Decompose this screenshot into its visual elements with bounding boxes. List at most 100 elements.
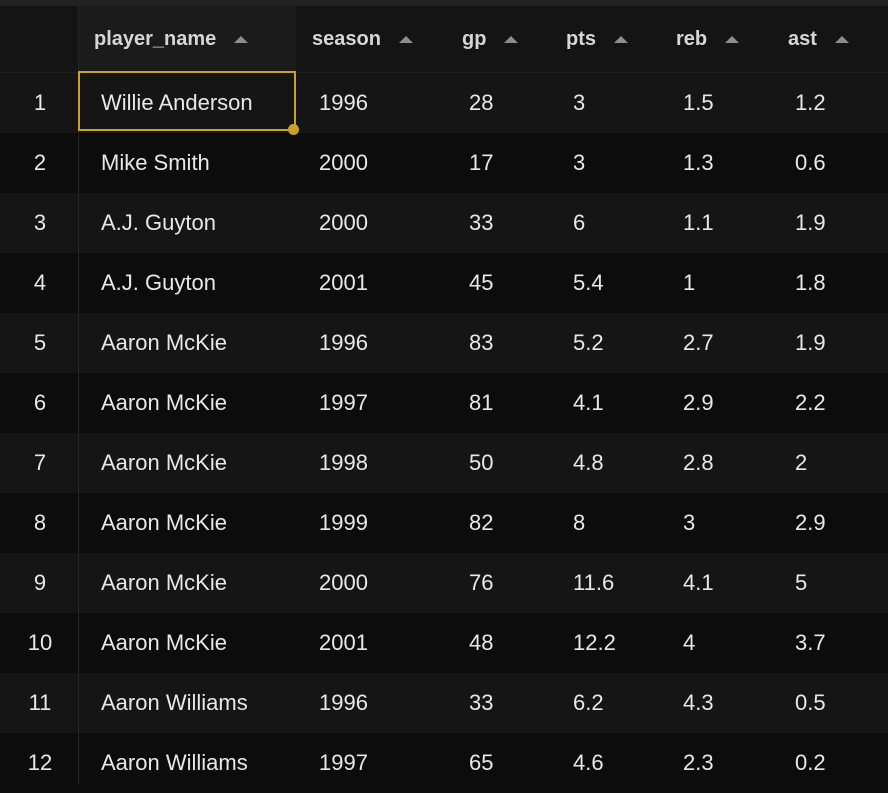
row-number[interactable]: 1 [33, 90, 47, 115]
cell-pts[interactable]: 3 [573, 150, 586, 175]
cell-player-name[interactable]: Willie Anderson [101, 90, 253, 115]
row-number[interactable]: 9 [33, 570, 47, 595]
cell-season[interactable]: 1998 [319, 450, 368, 475]
cell-pts[interactable]: 8 [573, 510, 586, 535]
cell-gp[interactable]: 28 [469, 90, 494, 115]
cell-season[interactable]: 2001 [319, 270, 368, 295]
cell-ast[interactable]: 0.2 [795, 750, 826, 775]
sort-ascending-icon[interactable] [398, 35, 413, 43]
cell-pts[interactable]: 6 [573, 210, 586, 235]
cell-reb[interactable]: 2.9 [683, 390, 714, 415]
row-number[interactable]: 12 [27, 750, 53, 775]
cell-ast[interactable]: 1.2 [795, 90, 826, 115]
cell-player-name[interactable]: Aaron McKie [101, 510, 227, 535]
cell-ast[interactable]: 3.7 [795, 630, 826, 655]
row-number[interactable]: 7 [33, 450, 47, 475]
cell-gp[interactable]: 17 [469, 150, 494, 175]
cell-player-name[interactable]: A.J. Guyton [101, 210, 216, 235]
cell-ast[interactable]: 2 [795, 450, 808, 475]
table-row[interactable]: 12 Aaron Williams 1997 65 4.6 2.3 0.2 [0, 733, 888, 793]
cell-reb[interactable]: 2.7 [683, 330, 714, 355]
cell-season[interactable]: 2000 [319, 210, 368, 235]
cell-season[interactable]: 1997 [319, 750, 368, 775]
cell-gp[interactable]: 81 [469, 390, 494, 415]
cell-player-name[interactable]: A.J. Guyton [101, 270, 216, 295]
cell-gp[interactable]: 33 [469, 210, 494, 235]
cell-reb[interactable]: 1.3 [683, 150, 714, 175]
cell-ast[interactable]: 1.8 [795, 270, 826, 295]
cell-gp[interactable]: 65 [469, 750, 494, 775]
fill-handle[interactable] [288, 124, 299, 135]
cell-player-name[interactable]: Mike Smith [101, 150, 210, 175]
table-row[interactable]: 8 Aaron McKie 1999 82 8 3 2.9 [0, 493, 888, 553]
column-header-pts[interactable]: pts [566, 6, 628, 72]
cell-reb[interactable]: 2.8 [683, 450, 714, 475]
sort-ascending-icon[interactable] [834, 35, 849, 43]
cell-pts[interactable]: 3 [573, 90, 586, 115]
row-number[interactable]: 5 [33, 330, 47, 355]
cell-player-name[interactable]: Aaron McKie [101, 570, 227, 595]
cell-gp[interactable]: 50 [469, 450, 494, 475]
cell-gp[interactable]: 82 [469, 510, 494, 535]
cell-season[interactable]: 1996 [319, 90, 368, 115]
cell-season[interactable]: 1996 [319, 330, 368, 355]
row-number[interactable]: 8 [33, 510, 47, 535]
cell-season[interactable]: 1999 [319, 510, 368, 535]
table-row[interactable]: 2 Mike Smith 2000 17 3 1.3 0.6 [0, 133, 888, 193]
column-header-season[interactable]: season [312, 6, 413, 72]
cell-season[interactable]: 2000 [319, 570, 368, 595]
cell-reb[interactable]: 1.5 [683, 90, 714, 115]
table-row[interactable]: 11 Aaron Williams 1996 33 6.2 4.3 0.5 [0, 673, 888, 733]
cell-season[interactable]: 2001 [319, 630, 368, 655]
table-row[interactable]: 5 Aaron McKie 1996 83 5.2 2.7 1.9 [0, 313, 888, 373]
cell-reb[interactable]: 2.3 [683, 750, 714, 775]
table-row[interactable]: 4 A.J. Guyton 2001 45 5.4 1 1.8 [0, 253, 888, 313]
cell-pts[interactable]: 6.2 [573, 690, 604, 715]
cell-player-name[interactable]: Aaron McKie [101, 330, 227, 355]
cell-gp[interactable]: 83 [469, 330, 494, 355]
cell-gp[interactable]: 48 [469, 630, 494, 655]
cell-season[interactable]: 1997 [319, 390, 368, 415]
cell-reb[interactable]: 1 [683, 270, 696, 295]
cell-pts[interactable]: 4.6 [573, 750, 604, 775]
cell-ast[interactable]: 0.5 [795, 690, 826, 715]
sort-ascending-icon[interactable] [614, 35, 628, 43]
cell-season[interactable]: 1996 [319, 690, 368, 715]
row-number[interactable]: 10 [27, 630, 53, 655]
table-row[interactable]: 3 A.J. Guyton 2000 33 6 1.1 1.9 [0, 193, 888, 253]
cell-player-name[interactable]: Aaron Williams [101, 750, 248, 775]
table-row[interactable]: 10 Aaron McKie 2001 48 12.2 4 3.7 [0, 613, 888, 673]
cell-reb[interactable]: 3 [683, 510, 696, 535]
cell-reb[interactable]: 4.1 [683, 570, 714, 595]
table-row[interactable]: 1 Willie Anderson 1996 28 3 1.5 1.2 [0, 73, 888, 133]
cell-ast[interactable]: 5 [795, 570, 808, 595]
column-header-player-name[interactable]: player_name [78, 6, 296, 72]
cell-pts[interactable]: 5.4 [573, 270, 604, 295]
row-number[interactable]: 4 [33, 270, 47, 295]
column-header-reb[interactable]: reb [676, 6, 740, 72]
cell-season[interactable]: 2000 [319, 150, 368, 175]
cell-pts[interactable]: 11.6 [573, 570, 615, 595]
row-number[interactable]: 3 [33, 210, 47, 235]
table-row[interactable]: 6 Aaron McKie 1997 81 4.1 2.9 2.2 [0, 373, 888, 433]
cell-pts[interactable]: 4.8 [573, 450, 604, 475]
sort-ascending-icon[interactable] [725, 35, 740, 43]
cell-reb[interactable]: 4.3 [683, 690, 714, 715]
cell-ast[interactable]: 0.6 [795, 150, 826, 175]
table-row[interactable]: 7 Aaron McKie 1998 50 4.8 2.8 2 [0, 433, 888, 493]
cell-gp[interactable]: 33 [469, 690, 494, 715]
cell-reb[interactable]: 1.1 [683, 210, 714, 235]
cell-ast[interactable]: 2.2 [795, 390, 826, 415]
cell-pts[interactable]: 12.2 [573, 630, 616, 655]
cell-reb[interactable]: 4 [683, 630, 696, 655]
row-number[interactable]: 2 [33, 150, 47, 175]
cell-player-name[interactable]: Aaron McKie [101, 390, 227, 415]
sort-ascending-icon[interactable] [234, 35, 249, 43]
cell-ast[interactable]: 1.9 [795, 330, 826, 355]
cell-pts[interactable]: 5.2 [573, 330, 604, 355]
cell-player-name[interactable]: Aaron Williams [101, 690, 248, 715]
cell-player-name[interactable]: Aaron McKie [101, 450, 227, 475]
cell-ast[interactable]: 1.9 [795, 210, 826, 235]
cell-gp[interactable]: 76 [469, 570, 494, 595]
sort-ascending-icon[interactable] [504, 35, 519, 43]
